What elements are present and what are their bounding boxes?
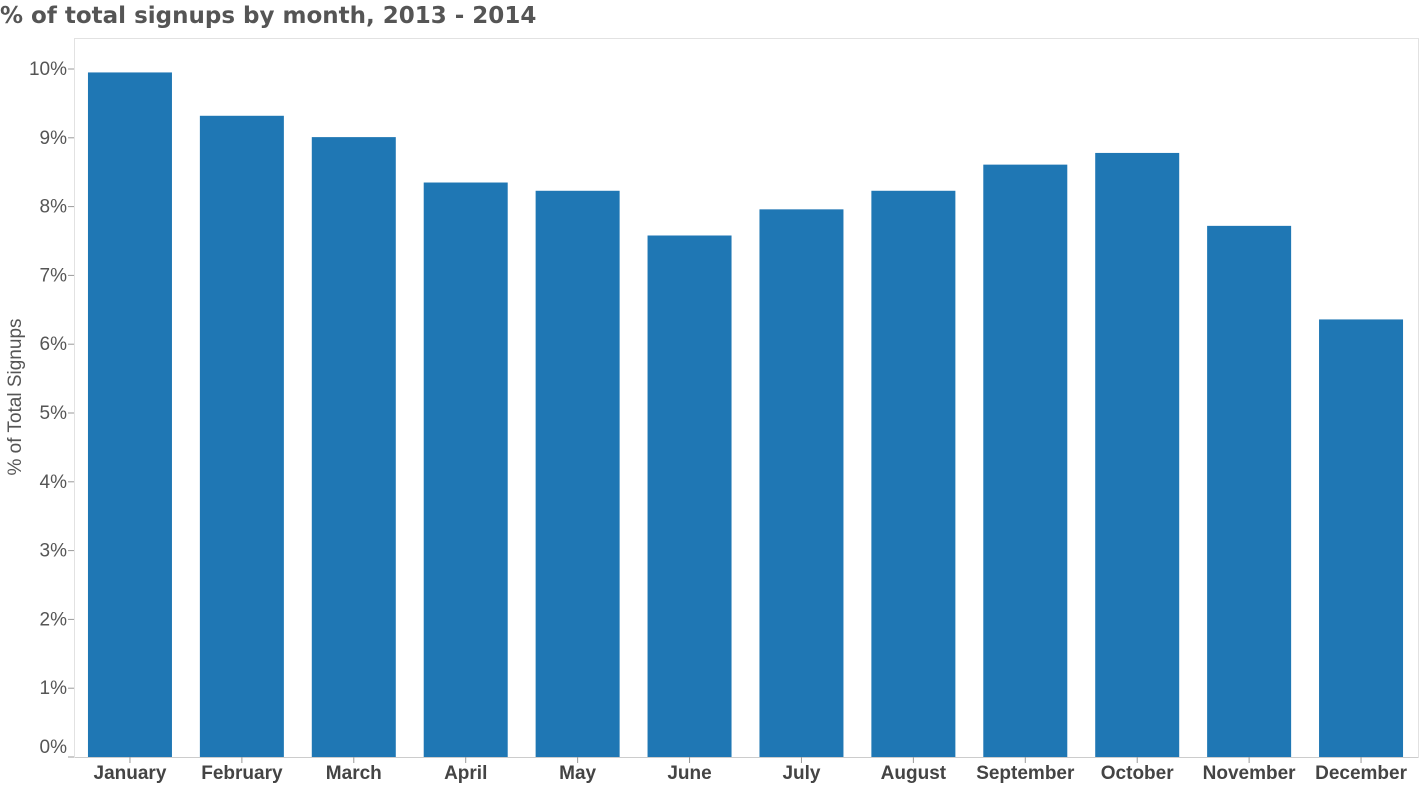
y-tick-label: 8% xyxy=(40,197,68,218)
bar-july[interactable] xyxy=(759,209,844,758)
y-tick-label: 3% xyxy=(40,541,68,562)
y-tick-label: 1% xyxy=(40,678,68,699)
x-tick-label: December xyxy=(1315,763,1407,784)
x-tick-label: April xyxy=(444,763,487,784)
bar-august[interactable] xyxy=(871,190,956,757)
y-tick-label: 6% xyxy=(40,334,68,355)
bars xyxy=(87,72,1404,758)
bar-october[interactable] xyxy=(1095,152,1180,757)
y-tick-label: 4% xyxy=(40,472,68,493)
x-tick-label: February xyxy=(201,763,283,784)
x-tick-label: September xyxy=(976,763,1075,784)
x-tick-label: May xyxy=(559,763,596,784)
bar-march[interactable] xyxy=(311,137,396,757)
x-tick-label: March xyxy=(326,763,382,784)
y-tick-label: 9% xyxy=(40,128,68,149)
bar-february[interactable] xyxy=(199,115,284,757)
x-tick-label: January xyxy=(94,763,167,784)
bar-december[interactable] xyxy=(1319,319,1404,757)
x-tick-label: November xyxy=(1203,763,1297,784)
y-tick-label: 10% xyxy=(29,59,67,80)
y-tick-label: 2% xyxy=(40,609,68,630)
x-tick-label: July xyxy=(782,763,820,784)
bar-june[interactable] xyxy=(647,235,732,758)
y-axis: 0% 1% 2% 3% 4% 5% 6% 7% 8% 9% 10% xyxy=(29,59,74,758)
x-axis: January February March April May June July Augu… xyxy=(75,757,1418,784)
bar-april[interactable] xyxy=(423,182,508,757)
y-tick-label: 0% xyxy=(40,737,68,758)
x-tick-label: October xyxy=(1101,763,1174,784)
y-axis-title: % of Total Signups xyxy=(5,318,26,475)
x-tick-label: June xyxy=(667,763,711,784)
chart-title: % of total signups by month, 2013 - 2014 xyxy=(0,3,537,29)
bar-january[interactable] xyxy=(87,72,172,757)
y-tick-label: 7% xyxy=(40,265,68,286)
bar-september[interactable] xyxy=(983,164,1068,757)
bar-november[interactable] xyxy=(1207,225,1292,757)
x-tick-label: August xyxy=(881,763,947,784)
y-tick-label: 5% xyxy=(40,403,68,424)
bar-may[interactable] xyxy=(535,190,620,757)
